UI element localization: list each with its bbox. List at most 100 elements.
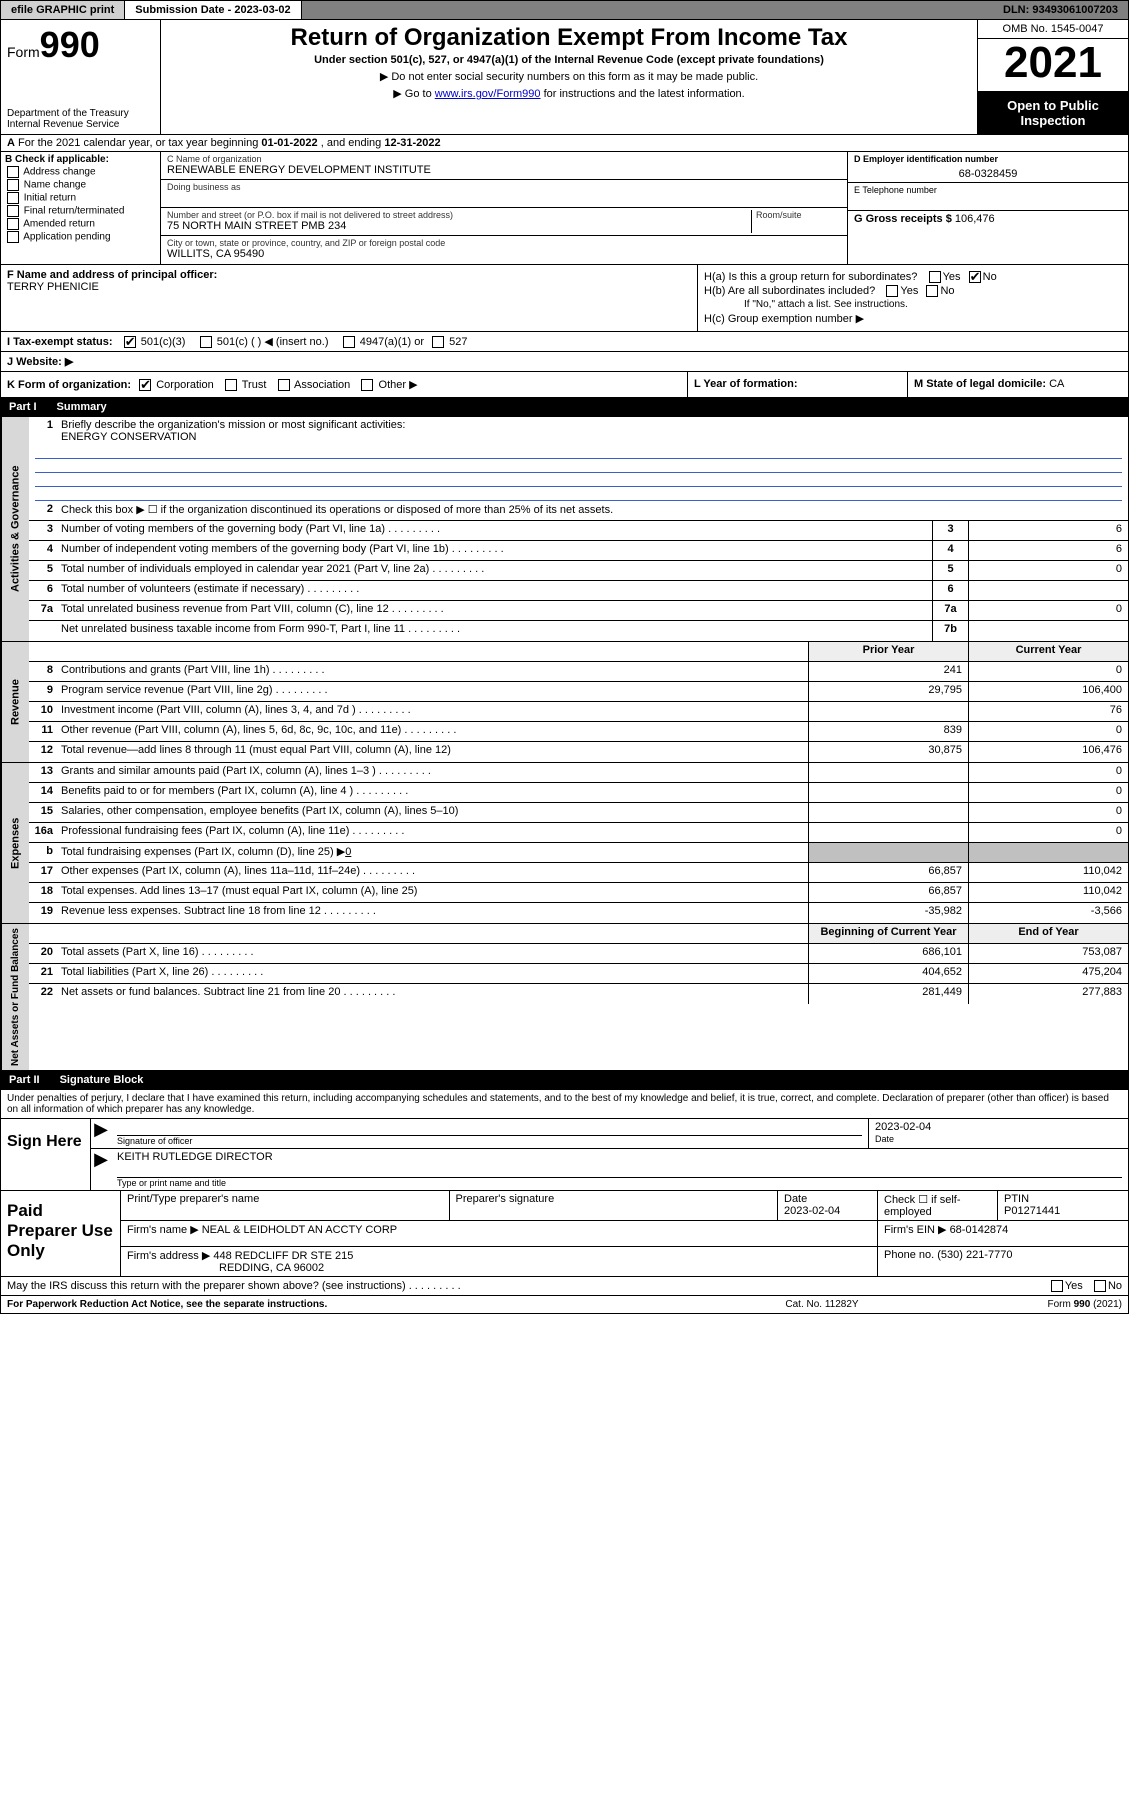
may-irs-discuss: May the IRS discuss this return with the…	[0, 1277, 1129, 1296]
form-word: Form	[7, 44, 40, 60]
vlabel-revenue: Revenue	[1, 642, 29, 762]
line-7a-val: 0	[968, 601, 1128, 620]
dln-cell: DLN: 93493061007203	[993, 1, 1128, 19]
part-1-tag: Part I	[9, 401, 37, 413]
line-j: J Website: ▶	[0, 352, 1129, 372]
efile-print-button[interactable]: efile GRAPHIC print	[1, 1, 125, 19]
header-center: Return of Organization Exempt From Incom…	[161, 20, 978, 134]
chk-initial-return[interactable]: Initial return	[5, 192, 156, 204]
line-11-prior: 839	[808, 722, 968, 741]
firm-phone: (530) 221-7770	[937, 1249, 1012, 1261]
vlabel-expenses: Expenses	[1, 763, 29, 923]
preparer-row-2: Firm's name ▶ NEAL & LEIDHOLDT AN ACCTY …	[121, 1221, 1128, 1247]
principal-officer-name: TERRY PHENICIE	[7, 281, 691, 293]
hb-no-checkbox[interactable]	[926, 285, 938, 297]
h-a: H(a) Is this a group return for subordin…	[704, 271, 1122, 283]
chk-other[interactable]	[361, 379, 373, 391]
website-field: J Website: ▶	[1, 352, 1128, 371]
form-header: Form990 Department of the Treasury Inter…	[0, 20, 1129, 135]
irs-form990-link[interactable]: www.irs.gov/Form990	[435, 88, 541, 100]
mission-underlines	[29, 445, 1128, 501]
topbar: efile GRAPHIC print Submission Date - 20…	[0, 0, 1129, 20]
footer-left: For Paperwork Reduction Act Notice, see …	[7, 1299, 722, 1310]
block-bcdeg: B Check if applicable: Address change Na…	[0, 152, 1129, 265]
chk-501c[interactable]	[200, 336, 212, 348]
chk-527[interactable]	[432, 336, 444, 348]
officer-name-field: KEITH RUTLEDGE DIRECTOR Type or print na…	[111, 1149, 1128, 1190]
summary-netassets: Net Assets or Fund Balances Beginning of…	[0, 924, 1129, 1071]
line-17-curr: 110,042	[968, 863, 1128, 882]
telephone-cell: E Telephone number	[848, 183, 1128, 211]
line-l-label: L Year of formation:	[694, 378, 798, 390]
line-22-prior: 281,449	[808, 984, 968, 1004]
org-name: RENEWABLE ENERGY DEVELOPMENT INSTITUTE	[167, 164, 841, 176]
line-18-curr: 110,042	[968, 883, 1128, 902]
firm-ein-cell: Firm's EIN ▶ 68-0142874	[878, 1221, 1128, 1246]
chk-4947a1[interactable]	[343, 336, 355, 348]
col-b: B Check if applicable: Address change Na…	[1, 152, 161, 264]
signature-declaration: Under penalties of perjury, I declare th…	[0, 1090, 1129, 1119]
line-11-curr: 0	[968, 722, 1128, 741]
line-1-num: 1	[29, 417, 57, 445]
preparer-row-1: Print/Type preparer's name Preparer's si…	[121, 1191, 1128, 1221]
line-7a-desc: Total unrelated business revenue from Pa…	[57, 601, 932, 620]
chk-corporation[interactable]	[139, 379, 151, 391]
chk-501c3[interactable]	[124, 336, 136, 348]
open-public-badge: Open to Public Inspection	[978, 92, 1128, 134]
sign-arrow-2-icon: ▶	[91, 1149, 111, 1190]
chk-address-change[interactable]: Address change	[5, 166, 156, 178]
part-2-title: Signature Block	[60, 1074, 144, 1086]
sign-arrow-icon: ▶	[91, 1119, 111, 1148]
officer-name-title: KEITH RUTLEDGE DIRECTOR	[117, 1151, 1122, 1163]
ein-cell: D Employer identification number 68-0328…	[848, 152, 1128, 183]
may-irs-yes-checkbox[interactable]	[1051, 1280, 1063, 1292]
may-irs-no-checkbox[interactable]	[1094, 1280, 1106, 1292]
submission-date-cell: Submission Date - 2023-03-02	[125, 1, 301, 19]
telephone-label: E Telephone number	[854, 185, 1122, 195]
gross-receipts-cell: G Gross receipts $ 106,476	[848, 211, 1128, 239]
signature-date-label: Date	[875, 1134, 894, 1144]
line-5-desc: Total number of individuals employed in …	[57, 561, 932, 580]
chk-trust[interactable]	[225, 379, 237, 391]
tax-year: 2021	[978, 39, 1128, 92]
hb-yes-checkbox[interactable]	[886, 285, 898, 297]
chk-final-return[interactable]: Final return/terminated	[5, 205, 156, 217]
line-3-val: 6	[968, 521, 1128, 540]
chk-amended-return[interactable]: Amended return	[5, 218, 156, 230]
chk-application-pending[interactable]: Application pending	[5, 231, 156, 243]
line-a: A For the 2021 calendar year, or tax yea…	[0, 135, 1129, 152]
preparer-date-value: 2023-02-04	[784, 1205, 871, 1217]
chk-association[interactable]	[278, 379, 290, 391]
line-4-val: 6	[968, 541, 1128, 560]
ein-label: D Employer identification number	[854, 154, 1122, 164]
line-18-prior: 66,857	[808, 883, 968, 902]
addr-label: Number and street (or P.O. box if mail i…	[167, 210, 751, 220]
line-15-prior	[808, 803, 968, 822]
footer-right: Form 990 (2021)	[922, 1299, 1122, 1310]
header-note-1: ▶ Do not enter social security numbers o…	[171, 70, 967, 83]
preparer-date-cell: Date2023-02-04	[778, 1191, 878, 1220]
dln-value: 93493061007203	[1032, 4, 1118, 16]
part-1-header: Part I Summary	[0, 398, 1129, 417]
ha-yes-checkbox[interactable]	[929, 271, 941, 283]
form-990-number: 990	[40, 24, 100, 65]
line-21-desc: Total liabilities (Part X, line 26)	[57, 964, 808, 983]
line-m-label: M State of legal domicile:	[914, 378, 1049, 390]
line-i-label: I Tax-exempt status:	[7, 336, 113, 348]
chk-name-change[interactable]: Name change	[5, 179, 156, 191]
signature-officer-field[interactable]: Signature of officer	[111, 1119, 868, 1148]
note2-post: for instructions and the latest informat…	[541, 88, 745, 100]
address-cell: Number and street (or P.O. box if mail i…	[161, 208, 847, 236]
submission-date-label: Submission Date -	[135, 4, 234, 16]
line-10-prior	[808, 702, 968, 721]
ha-no-checkbox[interactable]	[969, 271, 981, 283]
line-9-desc: Program service revenue (Part VIII, line…	[57, 682, 808, 701]
line-11-desc: Other revenue (Part VIII, column (A), li…	[57, 722, 808, 741]
line-6-val	[968, 581, 1128, 600]
firm-addr-cell: Firm's address ▶ 448 REDCLIFF DR STE 215…	[121, 1247, 878, 1276]
line-21-curr: 475,204	[968, 964, 1128, 983]
col-de: D Employer identification number 68-0328…	[848, 152, 1128, 264]
state-domicile-value: CA	[1049, 378, 1064, 390]
hb-text: H(b) Are all subordinates included?	[704, 285, 875, 297]
line-klm: K Form of organization: Corporation Trus…	[0, 372, 1129, 398]
